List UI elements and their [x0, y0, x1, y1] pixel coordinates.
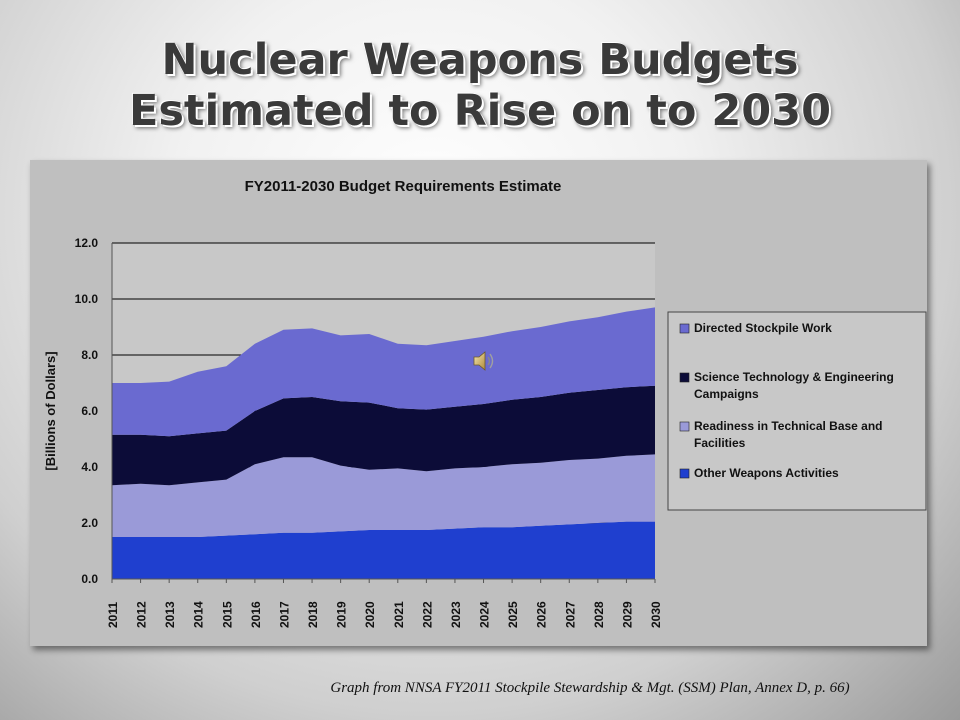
x-tick-label: 2011 [106, 602, 120, 628]
legend-label: Directed Stockpile Work [694, 321, 832, 335]
x-tick-label: 2018 [306, 601, 320, 628]
legend-swatch [679, 468, 690, 479]
x-tick-label: 2021 [392, 601, 406, 628]
legend-label: Other Weapons Activities [694, 466, 839, 480]
area-series-science-technology-engineering-campaigns [112, 385, 655, 486]
x-tick-label: 2019 [335, 601, 349, 628]
legend-label: Science Technology & Engineering Campaign… [694, 370, 894, 401]
slide-title-line2: Estimated to Rise on to 2030 [128, 86, 832, 136]
x-tick-label: 2026 [535, 601, 549, 628]
x-tick-label: 2028 [592, 601, 606, 628]
source-caption: Graph from NNSA FY2011 Stockpile Steward… [330, 680, 850, 696]
chart-title: FY2011-2030 Budget Requirements Estimate [245, 178, 562, 195]
y-tick-label: 4.0 [81, 460, 98, 474]
x-tick-label: 2017 [277, 601, 291, 628]
legend-box [667, 311, 927, 511]
area-series-other-weapons-activities [112, 521, 655, 579]
y-tick-label: 12.0 [75, 236, 99, 250]
chart-legend: Directed Stockpile Work Science Technolog… [667, 311, 927, 511]
x-tick-label: 2014 [192, 601, 206, 628]
x-tick-label: 2020 [363, 601, 377, 628]
y-tick-label: 8.0 [81, 348, 98, 362]
chart-panel: 0.0 2.0 4.0 6.0 8.0 10.0 12.0 2011 2012 2013 2014 2… [30, 160, 927, 646]
x-tick-label: 2013 [163, 601, 177, 628]
x-tick-label: 2023 [449, 601, 463, 628]
legend-swatch [679, 323, 690, 334]
budget-area-chart: 0.0 2.0 4.0 6.0 8.0 10.0 12.0 2011 2012 2013 2014 2… [43, 178, 927, 628]
y-tick-label: 2.0 [81, 516, 98, 530]
legend-label: Readiness in Technical Base and Facilitie… [694, 419, 883, 450]
x-tick-label: 2024 [478, 601, 492, 628]
legend-swatch [679, 421, 690, 432]
y-tick-label: 6.0 [81, 404, 98, 418]
speaker-icon[interactable] [470, 348, 496, 374]
x-tick-label: 2015 [220, 601, 234, 628]
x-tick-label: 2029 [620, 601, 634, 628]
x-tick-label: 2022 [420, 601, 434, 628]
x-tick-label: 2027 [563, 601, 577, 628]
y-tick-label: 0.0 [81, 572, 98, 586]
legend-swatch [679, 372, 690, 383]
x-tick-label: 2016 [249, 601, 263, 628]
x-tick-label: 2030 [649, 601, 663, 628]
area-series-readiness-in-technical-base-and-facilities [112, 454, 655, 537]
x-tick-label: 2025 [506, 601, 520, 628]
y-axis-label: [Billions of Dollars] [43, 351, 58, 470]
x-tick-label: 2012 [135, 601, 149, 628]
slide-title-line1: Nuclear Weapons Budgets [161, 35, 799, 85]
y-tick-label: 10.0 [75, 292, 99, 306]
area-series-directed-stockpile-work [112, 307, 655, 437]
